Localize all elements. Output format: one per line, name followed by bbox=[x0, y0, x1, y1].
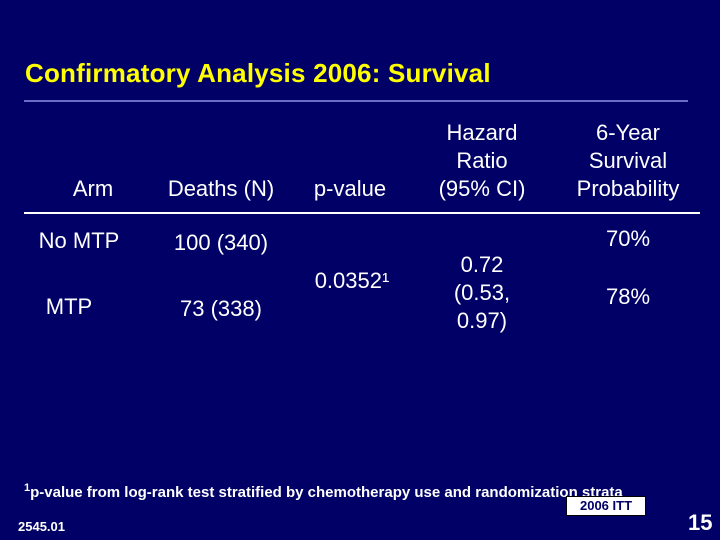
page-number: 15 bbox=[688, 510, 713, 535]
cell-hazard-ratio-line: 0.97) bbox=[456, 308, 508, 333]
header-p-value: p-value bbox=[313, 176, 387, 201]
header-arm: Arm bbox=[72, 176, 114, 201]
cell-hazard-ratio-line: 0.72 bbox=[460, 252, 504, 277]
footnote-marker: 1 bbox=[24, 482, 31, 494]
header-deaths: Deaths (N) bbox=[167, 176, 275, 201]
cell-arm: MTP bbox=[45, 294, 93, 319]
cell-deaths: 100 (340) bbox=[173, 230, 269, 255]
cell-p-value: 0.0352¹ bbox=[314, 268, 390, 293]
cell-survival: 70% bbox=[605, 226, 651, 251]
header-survival-line: 6-Year bbox=[595, 120, 660, 145]
header-hazard-ratio-line: Ratio bbox=[456, 148, 508, 173]
title-divider bbox=[24, 100, 688, 102]
header-survival-line: Probability bbox=[576, 176, 680, 201]
itt-badge: 2006 ITT bbox=[566, 496, 646, 516]
slide-title: Confirmatory Analysis 2006: Survival bbox=[25, 58, 491, 88]
footnote: 1p-value from log-rank test stratified b… bbox=[24, 482, 623, 501]
cell-survival: 78% bbox=[605, 284, 651, 309]
footnote-text: p-value from log-rank test stratified by… bbox=[30, 484, 623, 501]
cell-deaths: 73 (338) bbox=[180, 296, 262, 321]
document-code: 2545.01 bbox=[18, 519, 65, 534]
header-survival-line: Survival bbox=[588, 148, 668, 173]
cell-hazard-ratio-line: (0.53, bbox=[453, 280, 511, 305]
header-hazard-ratio-line: (95% CI) bbox=[438, 176, 526, 201]
cell-arm: No MTP bbox=[38, 228, 120, 253]
header-hazard-ratio-line: Hazard bbox=[446, 120, 518, 145]
table-header-divider bbox=[24, 212, 700, 214]
